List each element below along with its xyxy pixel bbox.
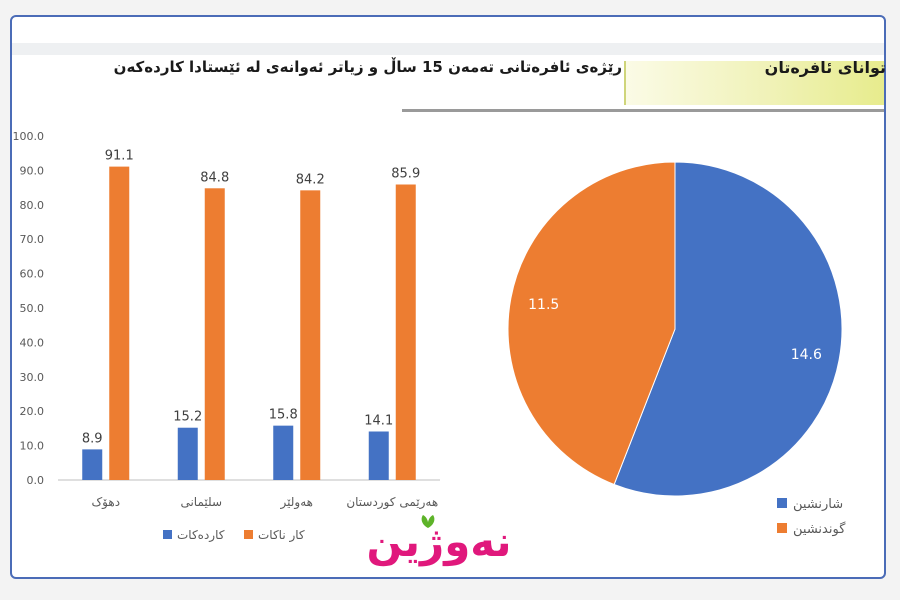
legend-swatch: [244, 530, 253, 539]
bar-not-working: [109, 166, 130, 480]
bar-not-working: [204, 188, 225, 480]
bar-working: [177, 427, 198, 480]
y-tick-label: 70.0: [20, 233, 45, 246]
bar-not-working: [300, 190, 321, 481]
x-category-label: هەولێر: [280, 495, 313, 510]
bar-value-label: 84.8: [200, 170, 229, 185]
legend-swatch: [777, 523, 787, 533]
bar-working: [368, 431, 389, 480]
bar-value-label: 15.2: [173, 410, 202, 425]
bar-value-label: 85.9: [391, 167, 420, 182]
bar-working: [273, 425, 294, 480]
bar-value-label: 15.8: [269, 408, 298, 423]
x-category-label: هەرێمی کوردستان: [346, 495, 438, 510]
bar-not-working: [395, 184, 416, 480]
y-tick-label: 30.0: [20, 371, 45, 384]
leaf-icon: [421, 515, 435, 528]
legend-swatch: [163, 530, 172, 539]
y-tick-label: 90.0: [20, 164, 45, 177]
y-tick-label: 40.0: [20, 336, 45, 349]
y-tick-label: 10.0: [20, 440, 45, 453]
header-divider: [402, 109, 884, 112]
y-tick-label: 60.0: [20, 268, 45, 281]
bar-value-label: 14.1: [364, 413, 393, 428]
y-tick-label: 20.0: [20, 405, 45, 418]
x-category-label: سلێمانی: [180, 495, 222, 509]
top-strip: [12, 43, 884, 55]
bar-value-label: 91.1: [105, 149, 134, 164]
y-tick-label: 100.0: [13, 130, 45, 143]
legend-label: کاردەکات: [177, 528, 225, 543]
banner-label: توانای ئافرەتان: [764, 58, 886, 77]
bar-working: [82, 449, 103, 480]
legend-swatch: [777, 498, 787, 508]
pie-value-label: 11.5: [528, 297, 559, 313]
bar-value-label: 8.9: [82, 431, 103, 446]
bar-value-label: 84.2: [296, 172, 325, 187]
y-tick-label: 0.0: [27, 474, 45, 487]
legend-label: گوندنشین: [793, 521, 846, 537]
y-tick-label: 80.0: [20, 199, 45, 212]
brand-logo: نەوژین: [366, 517, 512, 566]
legend-label: شارنشین: [793, 497, 843, 512]
pie-value-label: 14.6: [791, 347, 822, 363]
pie-slice-urban: [613, 161, 843, 497]
y-tick-label: 50.0: [20, 302, 45, 315]
pie-slice-rural: [507, 161, 676, 486]
chart-subtitle: رێژەی ئافرەتانی تەمەن 15 ساڵ و زیاتر ئەو…: [113, 58, 622, 76]
banner-box: [624, 61, 884, 105]
legend-label: کار ناکات: [258, 528, 305, 543]
x-category-label: دهۆک: [91, 495, 120, 510]
